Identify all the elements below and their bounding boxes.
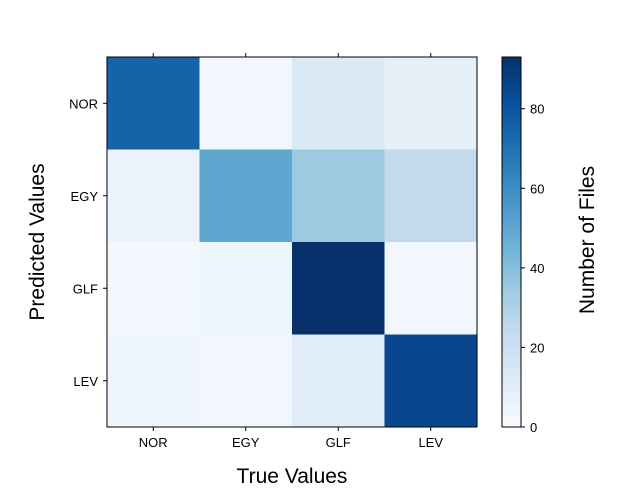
heatmap-cell xyxy=(199,149,293,243)
x-tick-label: NOR xyxy=(139,435,168,450)
y-axis-ticks: NOR EGY GLF LEV xyxy=(69,96,107,389)
colorbar-tick-label: 60 xyxy=(530,181,544,196)
y-tick-label: NOR xyxy=(69,96,98,111)
heatmap-cell xyxy=(292,57,385,150)
colorbar-tick-label: 80 xyxy=(530,102,544,117)
colorbar-title: Number of Files xyxy=(576,166,599,314)
heatmap-cell xyxy=(384,57,478,150)
heatmap-cell xyxy=(107,57,200,150)
heatmap-cell xyxy=(199,242,293,335)
y-tick-label: EGY xyxy=(71,189,99,204)
plot-frame xyxy=(106,56,478,428)
x-tick-label: LEV xyxy=(418,435,443,450)
colorbar-tick-label: 0 xyxy=(530,420,537,435)
heatmap-cell xyxy=(107,242,200,335)
heatmap-cell xyxy=(107,334,200,428)
colorbar-tick-label: 40 xyxy=(530,261,544,276)
heatmap-cell xyxy=(199,57,293,150)
heatmap-cell xyxy=(292,242,385,335)
colorbar-ticks: 0 20 40 60 80 xyxy=(521,102,544,435)
heatmap-cell xyxy=(384,242,478,335)
heatmap-cell xyxy=(107,149,200,243)
heatmap-cell xyxy=(199,334,293,428)
heatmap-cell xyxy=(292,149,385,243)
heatmap-cell xyxy=(292,334,385,428)
heatmap-cell xyxy=(384,334,478,428)
colorbar-tick-label: 20 xyxy=(530,340,544,355)
y-tick-label: GLF xyxy=(73,281,98,296)
x-axis-title: True Values xyxy=(237,465,348,488)
x-axis-ticks: NOR EGY GLF LEV xyxy=(139,53,443,450)
y-axis-title: Predicted Values xyxy=(26,163,49,320)
heatmap-cells xyxy=(107,57,478,428)
x-tick-label: GLF xyxy=(326,435,351,450)
x-tick-label: EGY xyxy=(232,435,260,450)
y-tick-label: LEV xyxy=(73,374,98,389)
colorbar xyxy=(501,56,522,428)
heatmap-cell xyxy=(384,149,478,243)
